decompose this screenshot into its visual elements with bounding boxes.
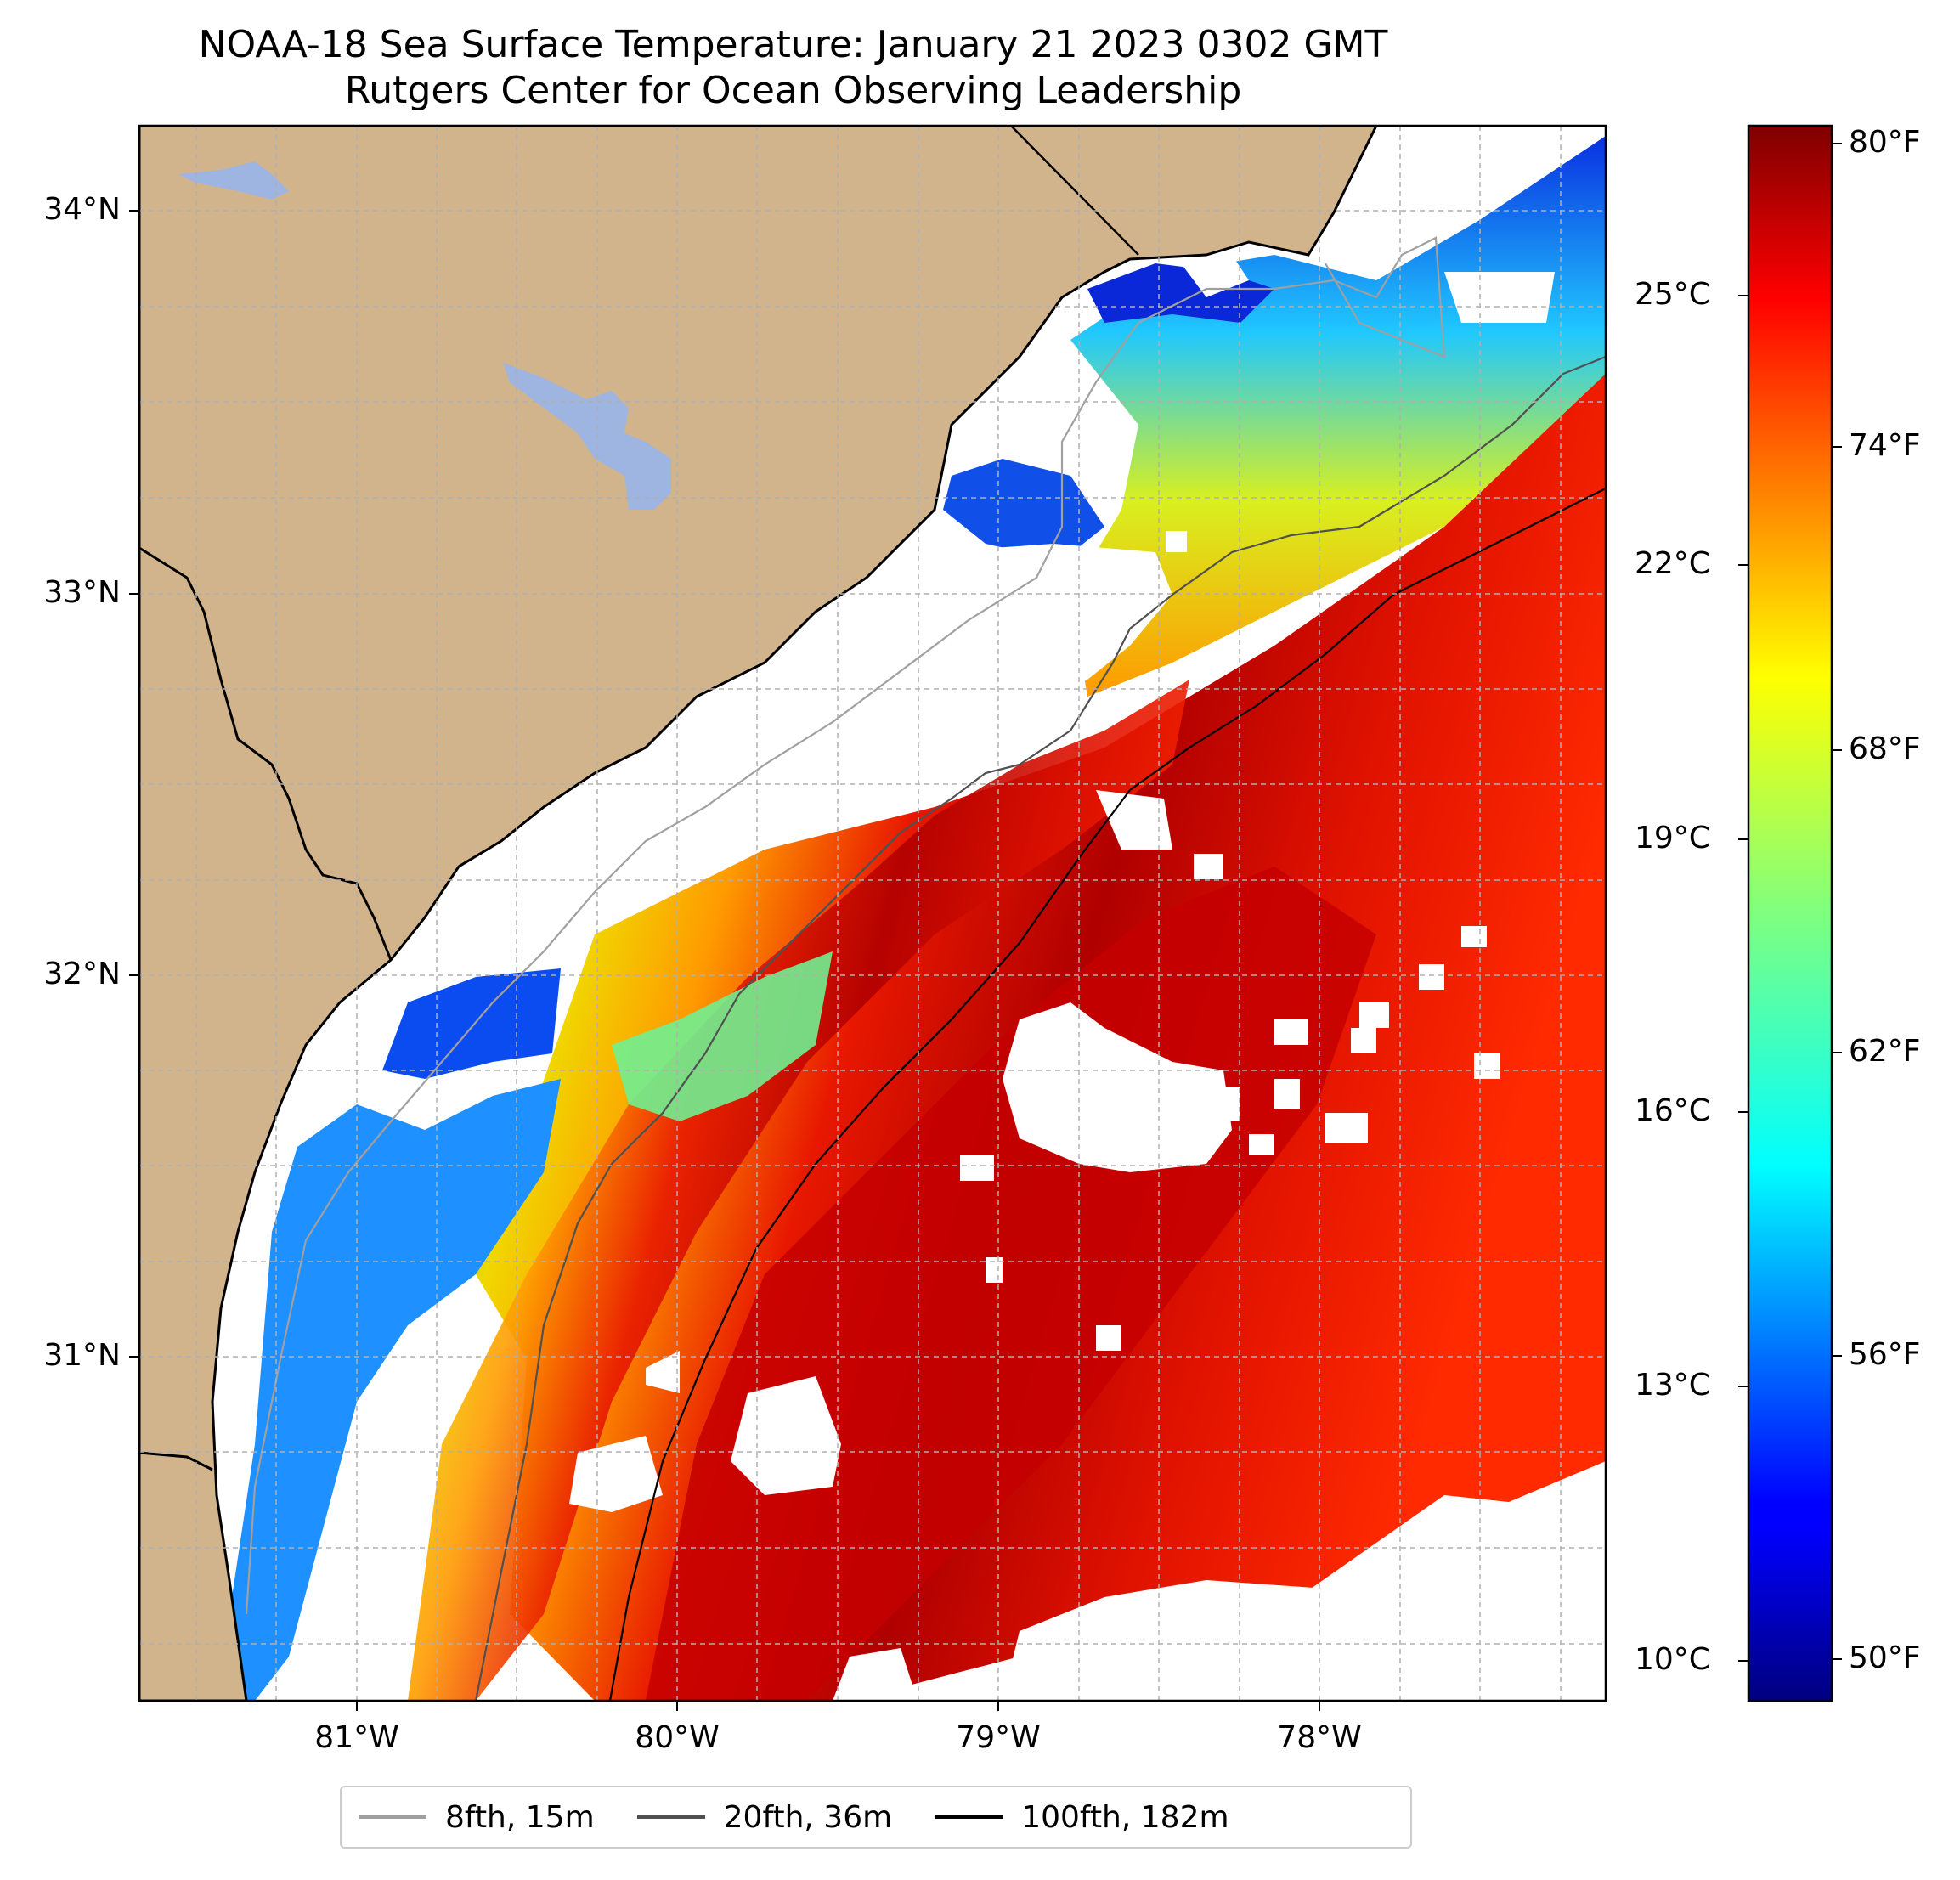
lon-label-78: 78°W [1277, 1720, 1362, 1755]
legend-swatch-100fth [935, 1815, 1003, 1819]
isobath-legend: 8fth, 15m 20fth, 36m 100fth, 182m [340, 1786, 1412, 1849]
colorbar-ticks [1738, 143, 1842, 1662]
lon-label-81: 81°W [314, 1720, 399, 1755]
legend-label-8fth: 8fth, 15m [445, 1799, 595, 1835]
cb-celsius-25: 25°C [1635, 277, 1710, 312]
lat-label-31: 31°N [43, 1338, 121, 1373]
sst-field-shelf [408, 680, 1189, 1701]
map-area [139, 126, 1606, 1701]
state-border [1010, 126, 1139, 256]
isobath-100fth [608, 488, 1606, 1701]
map-subtitle: Rutgers Center for Ocean Observing Leade… [344, 69, 1242, 112]
legend-item-8fth: 8fth, 15m [359, 1800, 595, 1835]
map-frame [138, 124, 1607, 1702]
graticule [139, 126, 1606, 1701]
legend-item-20fth: 20fth, 36m [636, 1799, 893, 1835]
cb-celsius-16: 16°C [1635, 1093, 1710, 1128]
sst-field-nearshore-south [229, 1079, 561, 1701]
cb-fahrenheit-74: 74°F [1849, 428, 1921, 463]
cb-celsius-10: 10°C [1635, 1642, 1710, 1677]
cb-fahrenheit-62: 62°F [1849, 1034, 1921, 1069]
isobath-8fth [245, 236, 1446, 1615]
map-title: NOAA-18 Sea Surface Temperature: January… [198, 23, 1388, 66]
lat-label-32: 32°N [43, 957, 121, 991]
legend-label-100fth: 100fth, 182m [1021, 1799, 1229, 1835]
river-coast-detail [139, 546, 393, 961]
land-mass [139, 126, 1378, 1701]
legend-swatch-8fth [359, 1815, 426, 1819]
isobath-20fth [474, 355, 1606, 1701]
cb-fahrenheit-56: 56°F [1849, 1337, 1921, 1372]
lat-label-33: 33°N [43, 575, 121, 610]
cloud-mask-patches [569, 136, 1606, 1701]
lake-north [178, 161, 289, 200]
axis-ticks [129, 210, 1320, 1711]
legend-item-100fth: 100fth, 182m [935, 1800, 1229, 1835]
cb-fahrenheit-50: 50°F [1849, 1640, 1921, 1675]
coast-georgia-border [139, 1451, 213, 1471]
lake-marion-moultrie [503, 363, 671, 510]
colorbar [1747, 124, 1833, 1702]
lon-label-79: 79°W [956, 1720, 1041, 1755]
sst-field-cold-mid [943, 459, 1104, 561]
lon-label-80: 80°W [635, 1720, 720, 1755]
legend-label-20fth: 20fth, 36m [723, 1799, 893, 1835]
cb-fahrenheit-68: 68°F [1849, 731, 1921, 766]
sst-field-green-band [612, 951, 833, 1121]
cb-fahrenheit-80: 80°F [1849, 125, 1921, 160]
lat-label-34: 34°N [43, 192, 121, 227]
cb-celsius-22: 22°C [1635, 546, 1710, 581]
cb-celsius-19: 19°C [1635, 821, 1710, 855]
legend-swatch-20fth [636, 1815, 705, 1819]
cb-celsius-13: 13°C [1635, 1368, 1710, 1403]
